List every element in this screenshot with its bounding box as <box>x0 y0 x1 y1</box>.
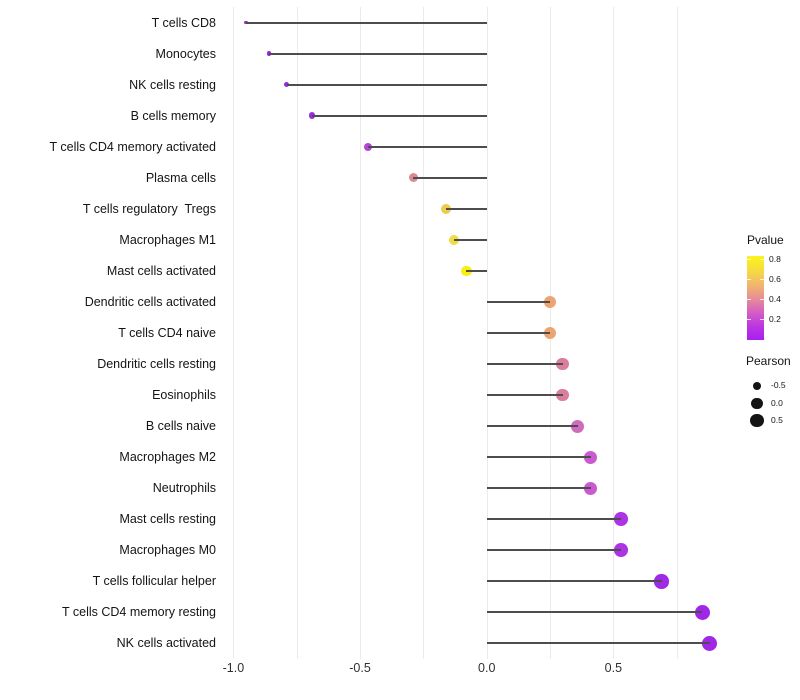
colorbar-tick-label: 0.8 <box>769 254 781 264</box>
y-axis-label: Dendritic cells resting <box>97 357 216 372</box>
lollipop-stem <box>486 456 591 459</box>
data-point-dot <box>614 543 628 558</box>
panel-gridline <box>360 7 362 659</box>
y-axis-label: Macrophages M2 <box>119 450 216 465</box>
pvalue-colorbar <box>747 256 764 340</box>
colorbar-tick-label: 0.2 <box>769 314 781 324</box>
y-axis-label: Plasma cells <box>145 170 216 185</box>
lollipop-stem <box>311 114 487 117</box>
data-point-dot <box>584 450 598 464</box>
x-axis-tick-label: -0.5 <box>349 661 371 675</box>
data-point-dot <box>654 574 669 589</box>
lollipop-stem <box>486 518 621 521</box>
y-axis-label: Dendritic cells activated <box>84 294 216 309</box>
y-axis-label: T cells CD4 memory resting <box>62 605 216 620</box>
panel-gridline <box>613 7 615 659</box>
lollipop-stem <box>486 580 662 583</box>
lollipop-stem <box>486 300 551 303</box>
colorbar-tick-mark <box>760 279 764 280</box>
data-point-dot <box>694 604 710 620</box>
y-axis-label: Monocytes <box>155 46 216 61</box>
colorbar-tick-mark <box>760 259 764 260</box>
lollipop-stem <box>453 238 487 241</box>
y-axis-label: B cells memory <box>130 108 216 123</box>
x-axis-tick-label: 0.0 <box>478 661 496 675</box>
plot-panel <box>222 7 737 659</box>
panel-gridline <box>233 7 235 659</box>
y-axis-label: Macrophages M0 <box>119 543 216 558</box>
lollipop-stem <box>413 176 487 179</box>
y-axis-label: T cells CD4 naive <box>118 326 216 340</box>
x-axis-tick-label: -1.0 <box>222 661 245 675</box>
y-axis-label: NK cells activated <box>116 636 216 651</box>
panel-gridline <box>676 7 678 659</box>
pearson-legend-label: 0.5 <box>771 415 783 426</box>
lollipop-stem <box>246 21 487 24</box>
x-axis-tick-label: 0.5 <box>604 661 623 675</box>
data-point-dot <box>441 203 452 214</box>
y-axis-label: Mast cells resting <box>119 512 216 527</box>
data-point-dot <box>702 635 718 652</box>
colorbar-tick-mark <box>747 279 751 280</box>
colorbar-tick-label: 0.6 <box>769 274 781 284</box>
pearson-legend-dot <box>753 381 761 390</box>
data-point-dot <box>461 265 472 277</box>
lollipop-stem <box>486 394 563 397</box>
lollipop-stem <box>486 642 710 645</box>
data-point-dot <box>283 81 290 88</box>
data-point-dot <box>614 512 628 527</box>
data-point-dot <box>543 295 557 309</box>
colorbar-tick-mark <box>760 319 764 320</box>
lollipop-stem <box>486 425 578 428</box>
y-axis-label: Neutrophils <box>152 481 216 496</box>
y-axis-label: T cells regulatory Tregs <box>82 201 216 216</box>
pearson-legend-label: 0.0 <box>771 397 783 408</box>
y-axis-label: T cells CD8 <box>151 15 216 30</box>
lollipop-stem <box>486 487 591 490</box>
colorbar-tick-mark <box>747 259 751 260</box>
lollipop-stem <box>486 363 563 366</box>
data-point-dot <box>266 51 272 56</box>
pearson-legend-dot <box>750 413 764 428</box>
colorbar-tick-label: 0.4 <box>769 294 781 304</box>
panel-gridline <box>423 7 425 659</box>
data-point-dot <box>556 388 570 402</box>
y-axis-label: B cells naive <box>145 419 216 434</box>
lollipop-stem <box>466 269 487 272</box>
pearson-legend-dot <box>751 397 763 409</box>
lollipop-stem <box>486 611 703 614</box>
y-axis-label: T cells CD4 memory activated <box>49 139 217 154</box>
colorbar-tick-mark <box>760 299 764 300</box>
data-point-dot <box>584 481 598 495</box>
pearson-legend-label: -0.5 <box>771 380 786 391</box>
colorbar-tick-mark <box>747 319 751 320</box>
colorbar-tick-mark <box>747 299 751 300</box>
y-axis-label: T cells follicular helper <box>92 574 216 589</box>
lollipop-stem <box>486 332 551 334</box>
y-axis-label: Mast cells activated <box>106 263 216 278</box>
y-axis-label: Eosinophils <box>152 388 216 403</box>
panel-gridline <box>296 7 298 659</box>
lollipop-stem <box>286 83 487 86</box>
pearson-legend-title: Pearson <box>746 354 791 368</box>
pvalue-legend-title: Pvalue <box>747 233 784 247</box>
lollipop-stem <box>486 549 621 552</box>
data-point-dot <box>556 357 570 371</box>
lollipop-stem <box>367 145 487 148</box>
data-point-dot <box>244 20 248 25</box>
data-point-dot <box>543 326 557 340</box>
lollipop-stem <box>268 52 487 55</box>
lollipop-stem <box>446 207 487 210</box>
y-axis-label: NK cells resting <box>129 77 216 92</box>
y-axis-label: Macrophages M1 <box>119 232 216 247</box>
